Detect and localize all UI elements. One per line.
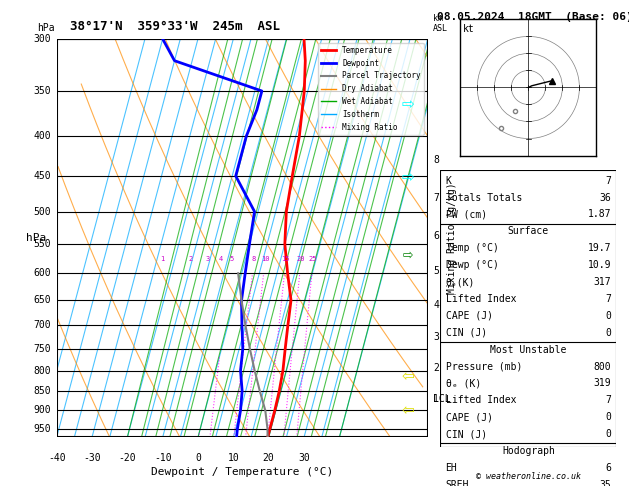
Text: 6: 6	[605, 463, 611, 473]
Text: LCL: LCL	[433, 394, 451, 404]
Text: 650: 650	[33, 295, 51, 305]
Text: 08.05.2024  18GMT  (Base: 06): 08.05.2024 18GMT (Base: 06)	[437, 12, 629, 22]
Text: 0: 0	[605, 412, 611, 422]
Text: Surface: Surface	[508, 226, 549, 236]
Text: CIN (J): CIN (J)	[445, 429, 487, 439]
Text: 5: 5	[229, 256, 233, 262]
Text: 20: 20	[263, 453, 274, 463]
Text: -40: -40	[48, 453, 65, 463]
Text: -10: -10	[154, 453, 172, 463]
Text: CIN (J): CIN (J)	[445, 328, 487, 338]
Text: 800: 800	[33, 365, 51, 376]
Text: 10: 10	[228, 453, 239, 463]
Text: 4: 4	[433, 300, 439, 310]
Text: 319: 319	[594, 379, 611, 388]
Text: © weatheronline.co.uk: © weatheronline.co.uk	[476, 472, 581, 481]
Text: Pressure (mb): Pressure (mb)	[445, 362, 522, 371]
Text: 8: 8	[433, 155, 439, 165]
Text: 2: 2	[433, 364, 439, 373]
Text: Lifted Index: Lifted Index	[445, 395, 516, 405]
Text: 800: 800	[594, 362, 611, 371]
Text: 5: 5	[433, 266, 439, 276]
Text: θₑ (K): θₑ (K)	[445, 379, 481, 388]
Text: 19.7: 19.7	[587, 243, 611, 253]
Text: ⇨: ⇨	[401, 97, 414, 112]
Text: 6: 6	[433, 231, 439, 241]
Text: 7: 7	[605, 175, 611, 186]
Text: 10.9: 10.9	[587, 260, 611, 270]
Text: CAPE (J): CAPE (J)	[445, 412, 493, 422]
Text: Dewp (°C): Dewp (°C)	[445, 260, 498, 270]
Text: θₑ(K): θₑ(K)	[445, 277, 475, 287]
Text: 15: 15	[282, 256, 290, 262]
Text: 4: 4	[219, 256, 223, 262]
Text: SREH: SREH	[445, 480, 469, 486]
Text: 1.87: 1.87	[587, 209, 611, 220]
Text: 700: 700	[33, 320, 51, 330]
Text: 7: 7	[433, 193, 439, 204]
Text: 25: 25	[309, 256, 317, 262]
Text: 30: 30	[298, 453, 310, 463]
Text: 35: 35	[599, 480, 611, 486]
Text: ⇦: ⇦	[401, 403, 414, 418]
Text: hPa: hPa	[37, 23, 55, 33]
Text: -30: -30	[83, 453, 101, 463]
Text: 36: 36	[599, 192, 611, 203]
Text: PW (cm): PW (cm)	[445, 209, 487, 220]
Text: 20: 20	[297, 256, 305, 262]
Text: 0: 0	[195, 453, 201, 463]
Text: 450: 450	[33, 171, 51, 181]
Text: 750: 750	[33, 344, 51, 354]
Text: 300: 300	[33, 34, 51, 44]
Text: 7: 7	[605, 395, 611, 405]
Text: EH: EH	[445, 463, 457, 473]
Text: 0: 0	[605, 328, 611, 338]
Text: 950: 950	[33, 424, 51, 434]
Text: Totals Totals: Totals Totals	[445, 192, 522, 203]
Text: 7: 7	[605, 294, 611, 304]
Text: Mixing Ratio (g/kg): Mixing Ratio (g/kg)	[447, 182, 457, 294]
Text: K: K	[445, 175, 452, 186]
Text: 850: 850	[33, 386, 51, 396]
Text: 600: 600	[33, 268, 51, 278]
Text: kt: kt	[463, 23, 475, 34]
Text: ⇦: ⇦	[401, 369, 414, 384]
Text: 2: 2	[188, 256, 192, 262]
Text: hPa: hPa	[26, 233, 47, 243]
Text: 1: 1	[433, 394, 439, 404]
Text: Lifted Index: Lifted Index	[445, 294, 516, 304]
Text: ⇨: ⇨	[403, 249, 413, 261]
Legend: Temperature, Dewpoint, Parcel Trajectory, Dry Adiabat, Wet Adiabat, Isotherm, Mi: Temperature, Dewpoint, Parcel Trajectory…	[318, 43, 424, 135]
Text: 317: 317	[594, 277, 611, 287]
Text: -20: -20	[118, 453, 136, 463]
Text: 500: 500	[33, 207, 51, 217]
Text: 550: 550	[33, 239, 51, 249]
Text: 0: 0	[605, 429, 611, 439]
Text: 10: 10	[261, 256, 269, 262]
Text: Hodograph: Hodograph	[502, 446, 555, 456]
Text: 350: 350	[33, 86, 51, 96]
Text: ⇨: ⇨	[401, 170, 414, 185]
Text: 900: 900	[33, 405, 51, 416]
Text: Temp (°C): Temp (°C)	[445, 243, 498, 253]
Text: 3: 3	[433, 332, 439, 342]
Text: Most Unstable: Most Unstable	[490, 345, 567, 355]
Text: 8: 8	[252, 256, 256, 262]
Text: CAPE (J): CAPE (J)	[445, 311, 493, 321]
Text: 38°17'N  359°33'W  245m  ASL: 38°17'N 359°33'W 245m ASL	[70, 20, 281, 33]
Text: 400: 400	[33, 131, 51, 141]
Text: Dewpoint / Temperature (°C): Dewpoint / Temperature (°C)	[151, 468, 333, 477]
Text: 3: 3	[206, 256, 210, 262]
Text: 0: 0	[605, 311, 611, 321]
Text: 1: 1	[160, 256, 164, 262]
Text: km
ASL: km ASL	[433, 14, 448, 33]
